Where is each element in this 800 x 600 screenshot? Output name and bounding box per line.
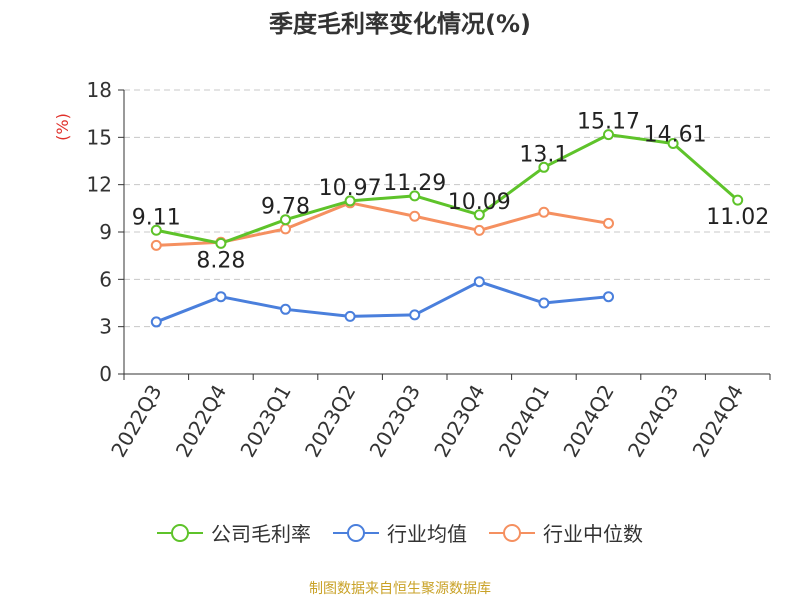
x-tick-label: 2023Q1 — [235, 381, 295, 462]
data-point-industry-mean — [538, 297, 550, 309]
data-point-company-margin — [409, 190, 421, 202]
data-point-industry-median — [150, 239, 162, 251]
legend-label-industry-mean: 行业均值 — [387, 522, 467, 546]
legend: 公司毛利率 行业均值 行业中位数 — [0, 518, 800, 547]
legend-label-industry-median: 行业中位数 — [543, 522, 643, 546]
data-point-industry-mean — [473, 276, 485, 288]
series-line-company-margin — [156, 133, 739, 245]
data-point-industry-mean — [150, 316, 162, 328]
x-tick-label: 2023Q4 — [429, 381, 489, 462]
data-label: 8.28 — [196, 248, 245, 273]
data-point-company-margin — [150, 224, 162, 236]
data-point-company-margin — [603, 129, 614, 141]
y-tick-label: 18 — [87, 78, 112, 102]
legend-marker-company — [157, 523, 203, 542]
data-label: 10.97 — [319, 176, 382, 201]
data-point-industry-median — [473, 224, 485, 236]
legend-item-industry-mean[interactable]: 行业均值 — [333, 518, 467, 547]
legend-item-industry-median[interactable]: 行业中位数 — [489, 518, 643, 547]
data-point-industry-mean — [603, 291, 614, 303]
legend-label-company: 公司毛利率 — [211, 522, 311, 546]
data-point-industry-median — [538, 206, 550, 218]
chart-title: 季度毛利率变化情况(%) — [269, 10, 531, 38]
x-tick-label: 2024Q4 — [688, 381, 748, 462]
x-tick-label: 2022Q3 — [106, 381, 166, 462]
data-point-industry-median — [603, 217, 614, 229]
data-point-company-margin — [538, 161, 550, 173]
y-tick-label: 9 — [99, 220, 112, 244]
source-note: 制图数据来自恒生聚源数据库 — [309, 581, 491, 597]
y-tick-label: 12 — [87, 173, 112, 197]
data-point-industry-mean — [215, 291, 227, 303]
y-axis-label: (%) — [53, 113, 72, 141]
data-point-company-margin — [732, 194, 744, 206]
y-tick-label: 0 — [99, 362, 112, 386]
x-tick-label: 2024Q1 — [494, 381, 554, 462]
data-point-company-margin — [344, 195, 356, 207]
data-point-industry-mean — [280, 303, 291, 315]
data-point-company-margin — [215, 237, 227, 249]
grid-lines — [124, 89, 770, 328]
x-tick-label: 2024Q3 — [623, 381, 683, 462]
data-point-industry-mean — [409, 309, 421, 321]
series-lines — [150, 129, 744, 328]
y-tick-label: 3 — [99, 315, 112, 339]
legend-item-company[interactable]: 公司毛利率 — [157, 518, 311, 547]
data-point-company-margin — [473, 209, 485, 221]
axes: (%) — [53, 89, 771, 380]
x-tick-label: 2024Q2 — [558, 381, 618, 462]
data-point-industry-median — [409, 210, 421, 222]
data-label: 13.1 — [519, 142, 568, 167]
x-tick-label: 2023Q3 — [365, 381, 425, 462]
data-point-industry-median — [280, 223, 291, 235]
legend-marker-industry-median — [489, 523, 535, 542]
series-line-industry-mean — [155, 280, 609, 324]
data-point-industry-mean — [344, 310, 356, 322]
data-label: 11.29 — [383, 171, 446, 196]
data-point-company-margin — [280, 214, 291, 226]
data-label: 10.09 — [448, 190, 511, 215]
y-tick-label: 15 — [87, 125, 112, 149]
data-point-company-margin — [667, 137, 679, 149]
x-tick-label: 2023Q2 — [300, 381, 360, 462]
x-tick-label: 2022Q4 — [171, 381, 231, 462]
data-label: 11.02 — [706, 205, 769, 230]
data-label: 15.17 — [577, 110, 640, 135]
legend-marker-industry-mean — [333, 523, 379, 542]
y-tick-label: 6 — [99, 267, 112, 291]
data-label: 9.11 — [132, 205, 181, 230]
data-label: 9.78 — [261, 195, 310, 220]
data-label: 14.61 — [644, 122, 707, 147]
